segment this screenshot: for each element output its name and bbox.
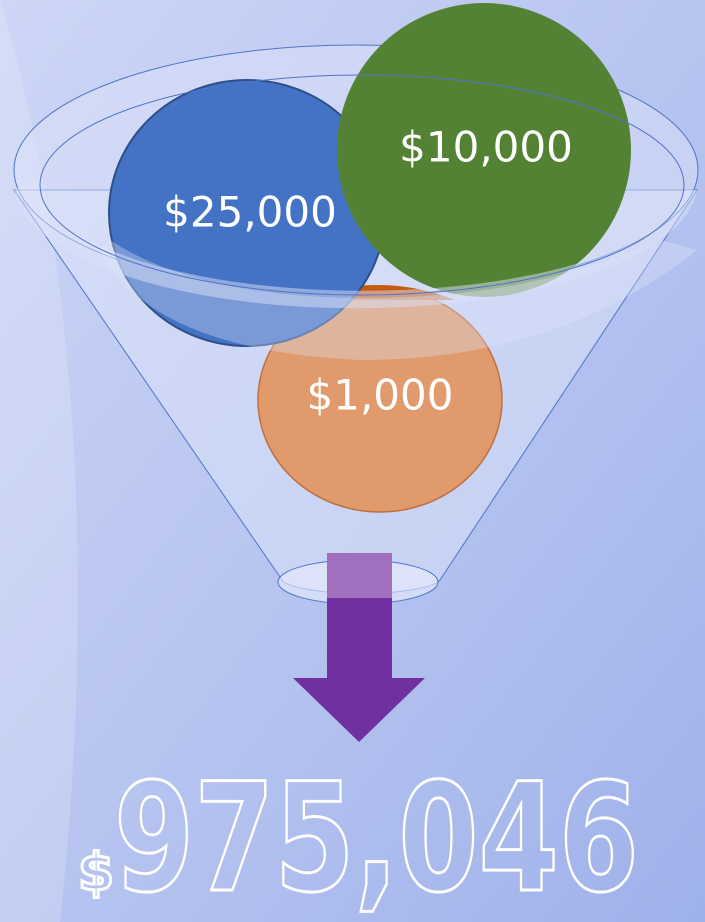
page: $25,000 $10,000 $1,000 $ 975,046 (() => …: [0, 0, 705, 922]
input-label: $1,000: [307, 371, 454, 420]
input-label: $25,000: [163, 188, 337, 237]
input-label: $10,000: [399, 123, 573, 172]
infographic: $25,000 $10,000 $1,000 $ 975,046: [0, 0, 705, 922]
total-amount: 975,046: [114, 752, 639, 922]
arrow-overlap: [327, 553, 392, 598]
total-symbol: $: [78, 843, 114, 903]
